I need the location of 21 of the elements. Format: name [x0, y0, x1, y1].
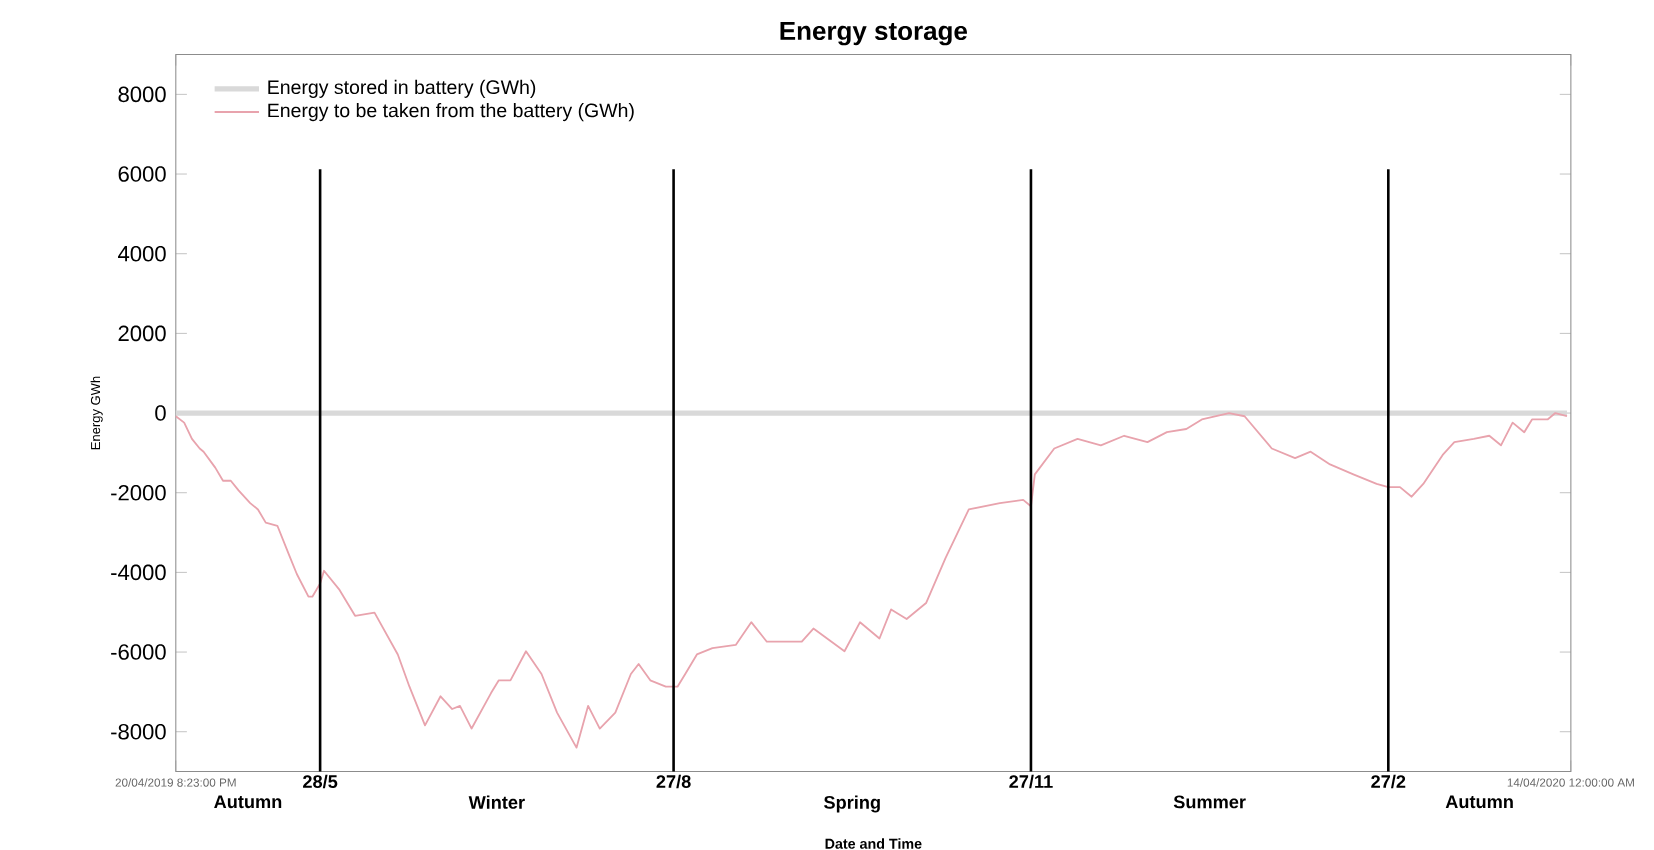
ref-line-label: 27/8	[656, 774, 691, 789]
y-tick-label: -6000	[111, 644, 166, 661]
y-tick-label: 4000	[118, 246, 166, 262]
text: Autumn	[214, 795, 282, 809]
legend-label: Energy stored in battery (GWh)	[268, 80, 536, 99]
ref-line-label: 27/2	[1371, 774, 1406, 789]
ref-line-label: 27/11	[1009, 774, 1053, 789]
text: Winter	[468, 795, 525, 810]
text: Autumn	[1445, 795, 1513, 809]
y-tick-label: -8000	[111, 724, 166, 740]
chart-title: Energy storage	[780, 22, 967, 46]
y-tick-label: -2000	[111, 485, 166, 501]
y-tick-label: 2000	[118, 325, 166, 342]
legend-label: Energy to be taken from the battery (GWh)	[268, 103, 634, 122]
y-tick-label: 0	[155, 405, 166, 422]
text: Summer	[1173, 795, 1246, 809]
y-tick-label: 8000	[118, 86, 166, 103]
text: Spring	[824, 795, 880, 813]
y-tick-label: -4000	[111, 564, 166, 581]
y-tick-label: 6000	[118, 166, 166, 183]
ref-line-label: 28/5	[303, 774, 338, 789]
